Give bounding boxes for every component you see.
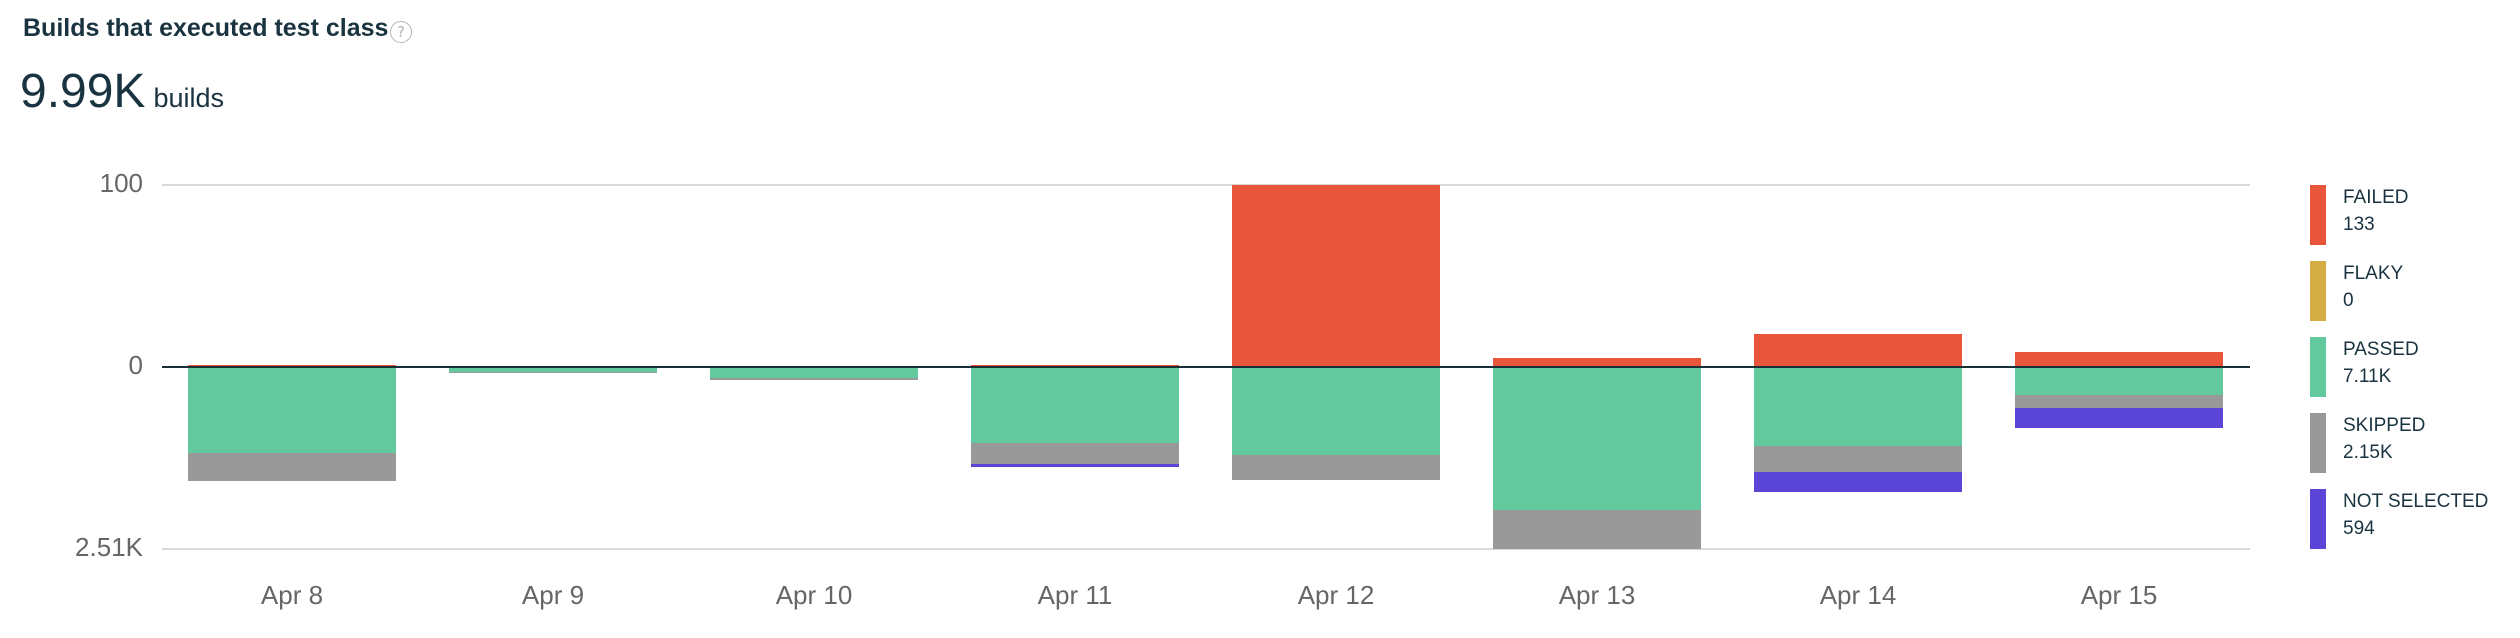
total-value: 9.99K <box>20 65 146 118</box>
legend-swatch-icon <box>2310 261 2326 321</box>
x-tick-label: Apr 13 <box>1558 580 1636 610</box>
bar-segment-failed[interactable] <box>1754 334 1962 367</box>
y-tick-bottom: 2.51K <box>75 532 143 562</box>
y-tick-zero: 0 <box>128 350 143 380</box>
chart-title: Builds that executed test class <box>23 14 389 42</box>
bar-segment-not-selected[interactable] <box>2015 408 2223 429</box>
gridline-bottom <box>162 548 2250 550</box>
bar-segment-failed[interactable] <box>2015 352 2223 367</box>
x-tick-label: Apr 12 <box>1297 580 1375 610</box>
x-tick-label: Apr 8 <box>260 580 324 610</box>
bar-segment-passed[interactable] <box>710 367 918 379</box>
bar-segment-passed[interactable] <box>188 367 396 453</box>
legend-label: PASSED <box>2343 339 2419 360</box>
legend-swatch-icon <box>2310 489 2326 549</box>
legend-value: 2.15K <box>2343 442 2393 463</box>
legend-swatch-icon <box>2310 185 2326 245</box>
bar-segment-skipped[interactable] <box>1493 509 1701 549</box>
bar-segment-skipped[interactable] <box>1232 455 1440 481</box>
legend-label: FAILED <box>2343 187 2409 208</box>
bar-segment-skipped[interactable] <box>188 452 396 482</box>
total-builds: 9.99K builds <box>20 64 224 119</box>
legend-value: 0 <box>2343 290 2354 311</box>
x-tick-label: Apr 10 <box>775 580 853 610</box>
bar-segment-passed[interactable] <box>971 367 1179 443</box>
legend-swatch-icon <box>2310 413 2326 473</box>
bar-segment-failed[interactable] <box>1232 185 1440 367</box>
y-tick-top: 100 <box>99 168 143 198</box>
bar-segment-skipped[interactable] <box>710 378 918 381</box>
x-tick-label: Apr 11 <box>1037 580 1113 610</box>
legend-swatch-icon <box>2310 337 2326 397</box>
x-tick-label: Apr 14 <box>1819 580 1897 610</box>
bar-segment-passed[interactable] <box>1493 367 1701 510</box>
legend-value: 7.11K <box>2343 366 2392 387</box>
legend-label: FLAKY <box>2343 263 2404 284</box>
x-tick-label: Apr 15 <box>2080 580 2158 610</box>
help-icon[interactable]: ? <box>390 21 412 43</box>
bar-segment-passed[interactable] <box>1754 367 1962 446</box>
gridline-top <box>162 184 2250 186</box>
bar-segment-passed[interactable] <box>2015 367 2223 395</box>
bar-segment-skipped[interactable] <box>449 372 657 373</box>
legend-label: SKIPPED <box>2343 415 2426 436</box>
zero-baseline <box>162 366 2250 368</box>
bar-segment-skipped[interactable] <box>2015 394 2223 409</box>
bar-segment-skipped[interactable] <box>1754 445 1962 472</box>
bar-segment-passed[interactable] <box>449 367 657 372</box>
bar-segment-not-selected[interactable] <box>1754 471 1962 492</box>
legend-value: 594 <box>2343 518 2375 539</box>
total-unit: builds <box>153 83 224 113</box>
bar-segment-passed[interactable] <box>1232 367 1440 456</box>
legend-value: 133 <box>2343 214 2375 235</box>
bar-segment-skipped[interactable] <box>971 442 1179 465</box>
bar-segment-failed[interactable] <box>1493 357 1701 367</box>
bar-segment-not-selected[interactable] <box>971 464 1179 468</box>
legend-label: NOT SELECTED <box>2343 491 2489 512</box>
x-tick-label: Apr 9 <box>521 580 585 610</box>
